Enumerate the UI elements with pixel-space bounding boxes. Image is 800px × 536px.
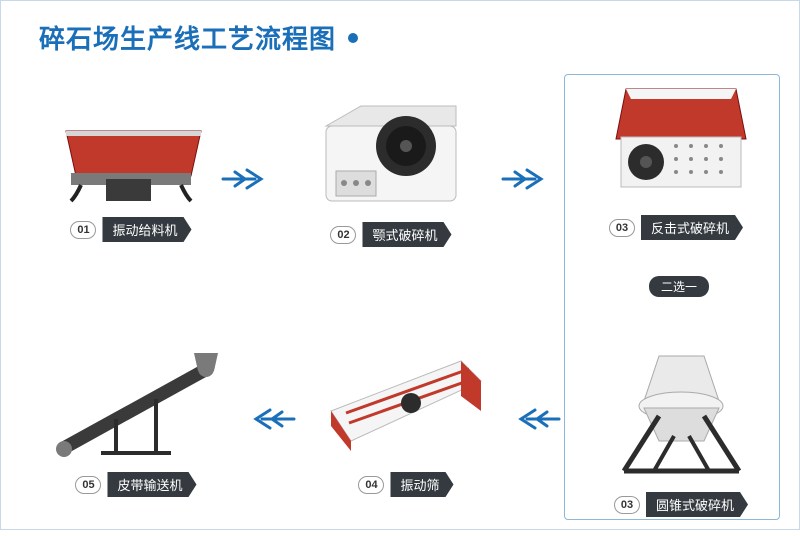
step-label: 振动给料机 (102, 217, 191, 242)
step-label-row: 03 圆锥式破碎机 (591, 492, 771, 517)
arrow-right-icon (501, 166, 551, 192)
step-number-badge: 05 (75, 476, 101, 494)
vibrating-screen-icon (321, 341, 491, 461)
step-04: 04 振动筛 (311, 341, 501, 497)
flow-canvas: 01 振动给料机 02 颚式破碎机 03 反击式破碎 (1, 66, 799, 536)
jaw-crusher-icon (306, 101, 476, 211)
step-number-badge: 03 (609, 219, 635, 237)
step-label-row: 01 振动给料机 (41, 217, 221, 242)
step-01: 01 振动给料机 (41, 121, 221, 242)
step-number-badge: 04 (358, 476, 384, 494)
arrow-right-icon (221, 166, 271, 192)
step-label-row: 04 振动筛 (311, 472, 501, 497)
step-03a: 03 反击式破碎机 (586, 84, 766, 240)
step-label: 振动筛 (390, 472, 453, 497)
step-label: 皮带输送机 (107, 472, 196, 497)
step-label: 反击式破碎机 (641, 215, 743, 240)
step-number-badge: 02 (330, 226, 356, 244)
impact-crusher-icon (596, 84, 756, 204)
step-label-row: 03 反击式破碎机 (586, 215, 766, 240)
title-dot-icon (348, 33, 358, 43)
step-label-row: 05 皮带输送机 (41, 472, 231, 497)
step-label-row: 02 颚式破碎机 (291, 222, 491, 247)
arrow-left-icon (246, 406, 296, 432)
cone-crusher-icon (604, 346, 759, 481)
step-number-badge: 01 (70, 221, 96, 239)
step-02: 02 颚式破碎机 (291, 101, 491, 247)
arrow-left-icon (511, 406, 561, 432)
step-label: 颚式破碎机 (362, 222, 451, 247)
page-title: 碎石场生产线工艺流程图 (39, 19, 336, 56)
vibrating-feeder-icon (51, 121, 211, 206)
belt-conveyor-icon (46, 341, 226, 461)
step-03b: 03 圆锥式破碎机 (591, 346, 771, 517)
step-05: 05 皮带输送机 (41, 341, 231, 497)
step-label: 圆锥式破碎机 (646, 492, 748, 517)
step-number-badge: 03 (614, 496, 640, 514)
alternative-label: 二选一 (649, 276, 709, 297)
title-row: 碎石场生产线工艺流程图 (1, 1, 799, 66)
